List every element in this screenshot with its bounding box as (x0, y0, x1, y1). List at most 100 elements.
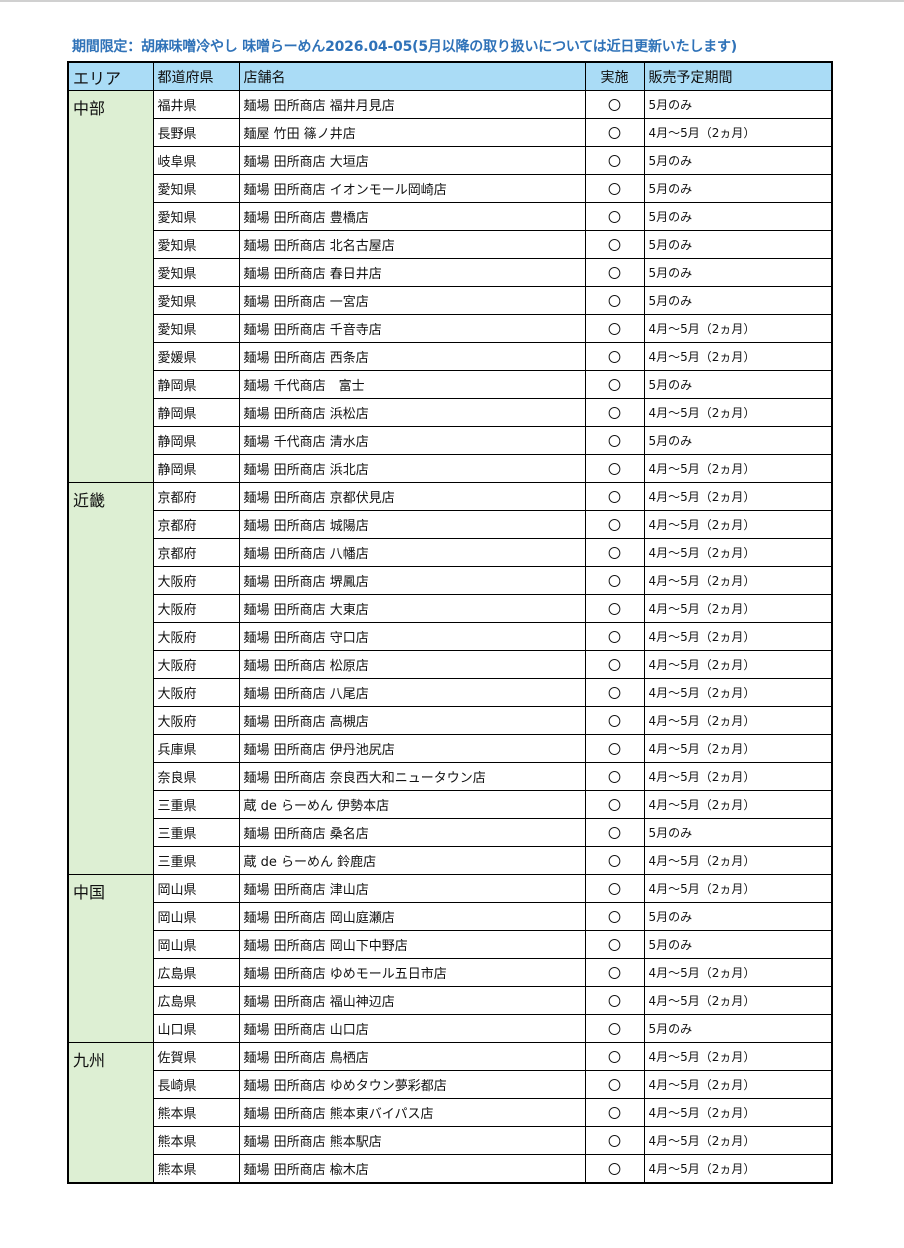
prefecture-cell: 大阪府 (152, 678, 240, 707)
period-cell: 4月～5月（2ヵ月） (643, 118, 833, 147)
implemented-cell: 〇 (584, 678, 645, 707)
header-implemented: 実施 (584, 61, 645, 91)
period-cell: 4月～5月（2ヵ月） (643, 594, 833, 623)
implemented-cell: 〇 (584, 510, 645, 539)
table-row: 熊本県 麺場 田所商店 熊本東バイパス店〇 4月～5月（2ヵ月） (68, 1098, 833, 1127)
period-cell: 5月のみ (643, 146, 833, 175)
period-cell: 4月～5月（2ヵ月） (643, 874, 833, 903)
implemented-cell: 〇 (584, 482, 645, 511)
store-name-cell: 麺場 田所商店 ゆめタウン夢彩都店 (238, 1070, 586, 1099)
table-row: 九州 佐賀県 麺場 田所商店 鳥栖店〇 4月～5月（2ヵ月） (67, 1042, 833, 1184)
period-cell: 4月～5月（2ヵ月） (643, 398, 833, 427)
prefecture-cell: 三重県 (152, 790, 240, 819)
prefecture-cell: 大阪府 (152, 594, 240, 623)
prefecture-cell: 愛知県 (152, 230, 240, 259)
period-cell: 4月～5月（2ヵ月） (643, 762, 833, 791)
implemented-cell: 〇 (584, 930, 645, 959)
implemented-cell: 〇 (584, 342, 645, 371)
table-row: 静岡県 麺場 千代商店 清水店〇 5月のみ (68, 426, 833, 455)
period-cell: 4月～5月（2ヵ月） (643, 454, 833, 483)
prefecture-cell: 岡山県 (152, 874, 240, 903)
period-cell: 4月～5月（2ヵ月） (643, 538, 833, 567)
store-name-cell: 麺場 田所商店 山口店 (238, 1014, 586, 1043)
store-name-cell: 麺場 田所商店 高槻店 (238, 706, 586, 735)
period-cell: 4月～5月（2ヵ月） (643, 706, 833, 735)
store-name-cell: 麺場 田所商店 福山神辺店 (238, 986, 586, 1015)
prefecture-cell: 熊本県 (152, 1126, 240, 1155)
period-cell: 4月～5月（2ヵ月） (643, 482, 833, 511)
prefecture-cell: 岐阜県 (152, 146, 240, 175)
store-name-cell: 麺場 田所商店 大東店 (238, 594, 586, 623)
period-cell: 4月～5月（2ヵ月） (643, 790, 833, 819)
implemented-cell: 〇 (584, 818, 645, 847)
implemented-cell: 〇 (584, 762, 645, 791)
store-name-cell: 麺場 田所商店 鳥栖店 (238, 1042, 586, 1071)
area-cell: 近畿 (67, 482, 154, 875)
prefecture-cell: 大阪府 (152, 622, 240, 651)
store-name-cell: 麺場 田所商店 堺鳳店 (238, 566, 586, 595)
prefecture-cell: 広島県 (152, 986, 240, 1015)
table-row: 京都府 麺場 田所商店 八幡店〇 4月～5月（2ヵ月） (68, 538, 833, 567)
period-cell: 5月のみ (643, 370, 833, 399)
implemented-cell: 〇 (584, 1014, 645, 1043)
prefecture-cell: 大阪府 (152, 566, 240, 595)
implemented-cell: 〇 (584, 902, 645, 931)
period-cell: 5月のみ (643, 90, 833, 119)
period-cell: 5月のみ (643, 426, 833, 455)
store-name-cell: 麺場 田所商店 北名古屋店 (238, 230, 586, 259)
implemented-cell: 〇 (584, 398, 645, 427)
prefecture-cell: 京都府 (152, 538, 240, 567)
prefecture-cell: 大阪府 (152, 706, 240, 735)
store-name-cell: 麺場 田所商店 春日井店 (238, 258, 586, 287)
period-cell: 5月のみ (643, 230, 833, 259)
table-row: 大阪府 麺場 田所商店 大東店〇 4月～5月（2ヵ月） (68, 594, 833, 623)
store-name-cell: 麺場 田所商店 岡山庭瀬店 (238, 902, 586, 931)
prefecture-cell: 愛媛県 (152, 342, 240, 371)
store-name-cell: 麺場 田所商店 岡山下中野店 (238, 930, 586, 959)
table-row: 岡山県 麺場 田所商店 岡山庭瀬店〇 5月のみ (68, 902, 833, 931)
prefecture-cell: 山口県 (152, 1014, 240, 1043)
area-cell: 中部 (67, 90, 154, 483)
prefecture-cell: 三重県 (152, 846, 240, 875)
table-row: 愛知県 麺場 田所商店 北名古屋店〇 5月のみ (68, 230, 833, 259)
table-row: 愛知県 麺場 田所商店 一宮店〇 5月のみ (68, 286, 833, 315)
implemented-cell: 〇 (584, 202, 645, 231)
table-row: 大阪府 麺場 田所商店 守口店〇 4月～5月（2ヵ月） (68, 622, 833, 651)
implemented-cell: 〇 (584, 146, 645, 175)
prefecture-cell: 岡山県 (152, 902, 240, 931)
table-row: 大阪府 麺場 田所商店 八尾店〇 4月～5月（2ヵ月） (68, 678, 833, 707)
implemented-cell: 〇 (584, 1126, 645, 1155)
table-row: 三重県 麺場 田所商店 桑名店〇 5月のみ (68, 818, 833, 847)
prefecture-cell: 静岡県 (152, 426, 240, 455)
implemented-cell: 〇 (584, 1042, 645, 1071)
table-row: 愛知県 麺場 田所商店 千音寺店〇 4月～5月（2ヵ月） (68, 314, 833, 343)
header-store: 店舗名 (238, 61, 586, 91)
period-cell: 4月～5月（2ヵ月） (643, 1126, 833, 1155)
table-row: 熊本県 麺場 田所商店 熊本駅店〇 4月～5月（2ヵ月） (68, 1126, 833, 1155)
implemented-cell: 〇 (584, 594, 645, 623)
store-name-cell: 麺場 田所商店 熊本東バイパス店 (238, 1098, 586, 1127)
implemented-cell: 〇 (584, 958, 645, 987)
implemented-cell: 〇 (584, 426, 645, 455)
implemented-cell: 〇 (584, 734, 645, 763)
store-name-cell: 麺場 田所商店 楡木店 (238, 1154, 586, 1184)
table-row: 長崎県 麺場 田所商店 ゆめタウン夢彩都店〇 4月～5月（2ヵ月） (68, 1070, 833, 1099)
period-cell: 5月のみ (643, 258, 833, 287)
implemented-cell: 〇 (584, 286, 645, 315)
period-cell: 4月～5月（2ヵ月） (643, 566, 833, 595)
period-cell: 4月～5月（2ヵ月） (643, 958, 833, 987)
implemented-cell: 〇 (584, 846, 645, 875)
area-cell: 九州 (67, 1042, 154, 1184)
period-cell: 5月のみ (643, 930, 833, 959)
store-name-cell: 麺場 田所商店 ゆめモール五日市店 (238, 958, 586, 987)
implemented-cell: 〇 (584, 314, 645, 343)
implemented-cell: 〇 (584, 538, 645, 567)
store-name-cell: 麺場 田所商店 浜北店 (238, 454, 586, 483)
implemented-cell: 〇 (584, 874, 645, 903)
store-name-cell: 麺場 田所商店 守口店 (238, 622, 586, 651)
header-row: エリア 都道府県 店舗名 実施 販売予定期間 (67, 61, 833, 91)
table-row: 三重県蔵 de らーめん 伊勢本店〇 4月～5月（2ヵ月） (68, 790, 833, 819)
table-row: 静岡県 麺場 田所商店 浜北店〇 4月～5月（2ヵ月） (68, 454, 833, 483)
prefecture-cell: 熊本県 (152, 1098, 240, 1127)
prefecture-cell: 岡山県 (152, 930, 240, 959)
